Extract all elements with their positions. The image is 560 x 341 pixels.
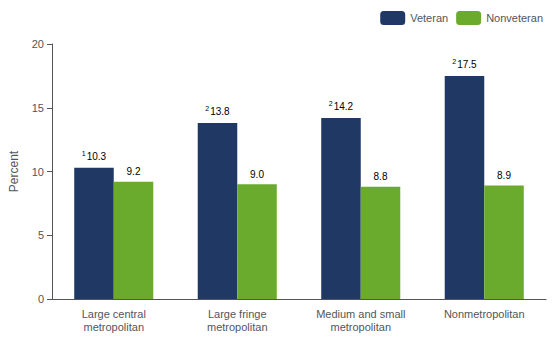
svg-text:9.2: 9.2	[127, 166, 141, 177]
svg-text:Percent: Percent	[7, 150, 21, 192]
svg-text:Nonveteran: Nonveteran	[486, 12, 543, 24]
svg-text:0: 0	[38, 293, 44, 305]
svg-text:8.9: 8.9	[497, 170, 511, 181]
svg-text:10.3: 10.3	[87, 151, 107, 162]
svg-text:2: 2	[452, 58, 456, 65]
svg-text:metropolitan: metropolitan	[83, 321, 144, 333]
svg-text:9.0: 9.0	[250, 169, 264, 180]
svg-text:14.2: 14.2	[334, 101, 354, 112]
svg-text:Medium and small: Medium and small	[316, 308, 405, 320]
svg-text:Large fringe: Large fringe	[208, 308, 267, 320]
svg-text:2: 2	[205, 105, 209, 112]
svg-text:17.5: 17.5	[457, 59, 477, 70]
svg-text:10: 10	[32, 166, 44, 178]
svg-text:5: 5	[38, 229, 44, 241]
svg-text:20: 20	[32, 38, 44, 50]
svg-text:Large central: Large central	[82, 308, 146, 320]
svg-text:13.8: 13.8	[210, 106, 230, 117]
svg-text:15: 15	[32, 102, 44, 114]
svg-text:1: 1	[82, 150, 86, 157]
svg-text:metropolitan: metropolitan	[207, 321, 268, 333]
svg-text:Veteran: Veteran	[410, 12, 448, 24]
svg-text:2: 2	[329, 100, 333, 107]
svg-text:Nonmetropolitan: Nonmetropolitan	[444, 308, 525, 320]
svg-text:8.8: 8.8	[374, 171, 388, 182]
svg-text:metropolitan: metropolitan	[330, 321, 391, 333]
